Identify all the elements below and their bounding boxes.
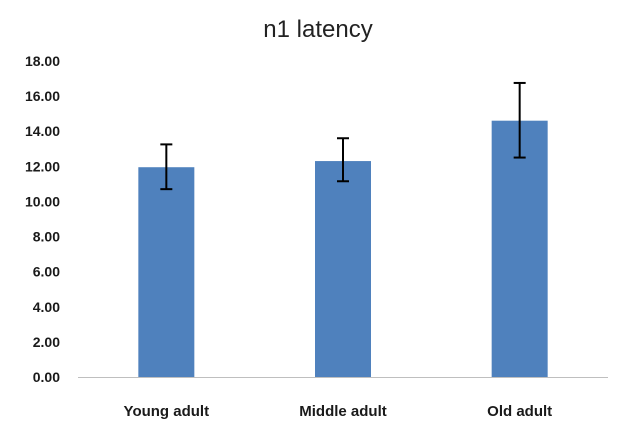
error-bar (337, 137, 349, 183)
chart-title: n1 latency (263, 16, 372, 43)
y-axis: 0.00 2.00 4.00 6.00 8.00 10.00 12.00 14.00 16.00… (25, 53, 60, 385)
error-bar (160, 143, 173, 191)
y-tick-label: 2.00 (33, 334, 60, 350)
y-tick-label: 4.00 (33, 299, 60, 315)
x-category-label: Middle adult (299, 403, 387, 420)
y-tick-label: 0.00 (33, 369, 60, 385)
x-axis: Young adult Middle adult Old adult (124, 403, 553, 420)
y-tick-label: 14.00 (25, 123, 60, 139)
y-tick-label: 16.00 (25, 88, 60, 104)
y-tick-label: 8.00 (33, 229, 60, 245)
y-tick-label: 6.00 (33, 264, 60, 280)
x-category-label: Young adult (124, 403, 210, 420)
x-category-label: Old adult (487, 403, 552, 420)
y-tick-label: 12.00 (25, 158, 60, 174)
bar (491, 120, 548, 377)
error-bars (160, 81, 526, 191)
error-bar (513, 81, 526, 159)
y-tick-label: 18.00 (25, 53, 60, 69)
y-tick-label: 10.00 (25, 193, 60, 209)
bars (138, 120, 548, 377)
bar (315, 161, 371, 377)
bar (138, 167, 195, 377)
